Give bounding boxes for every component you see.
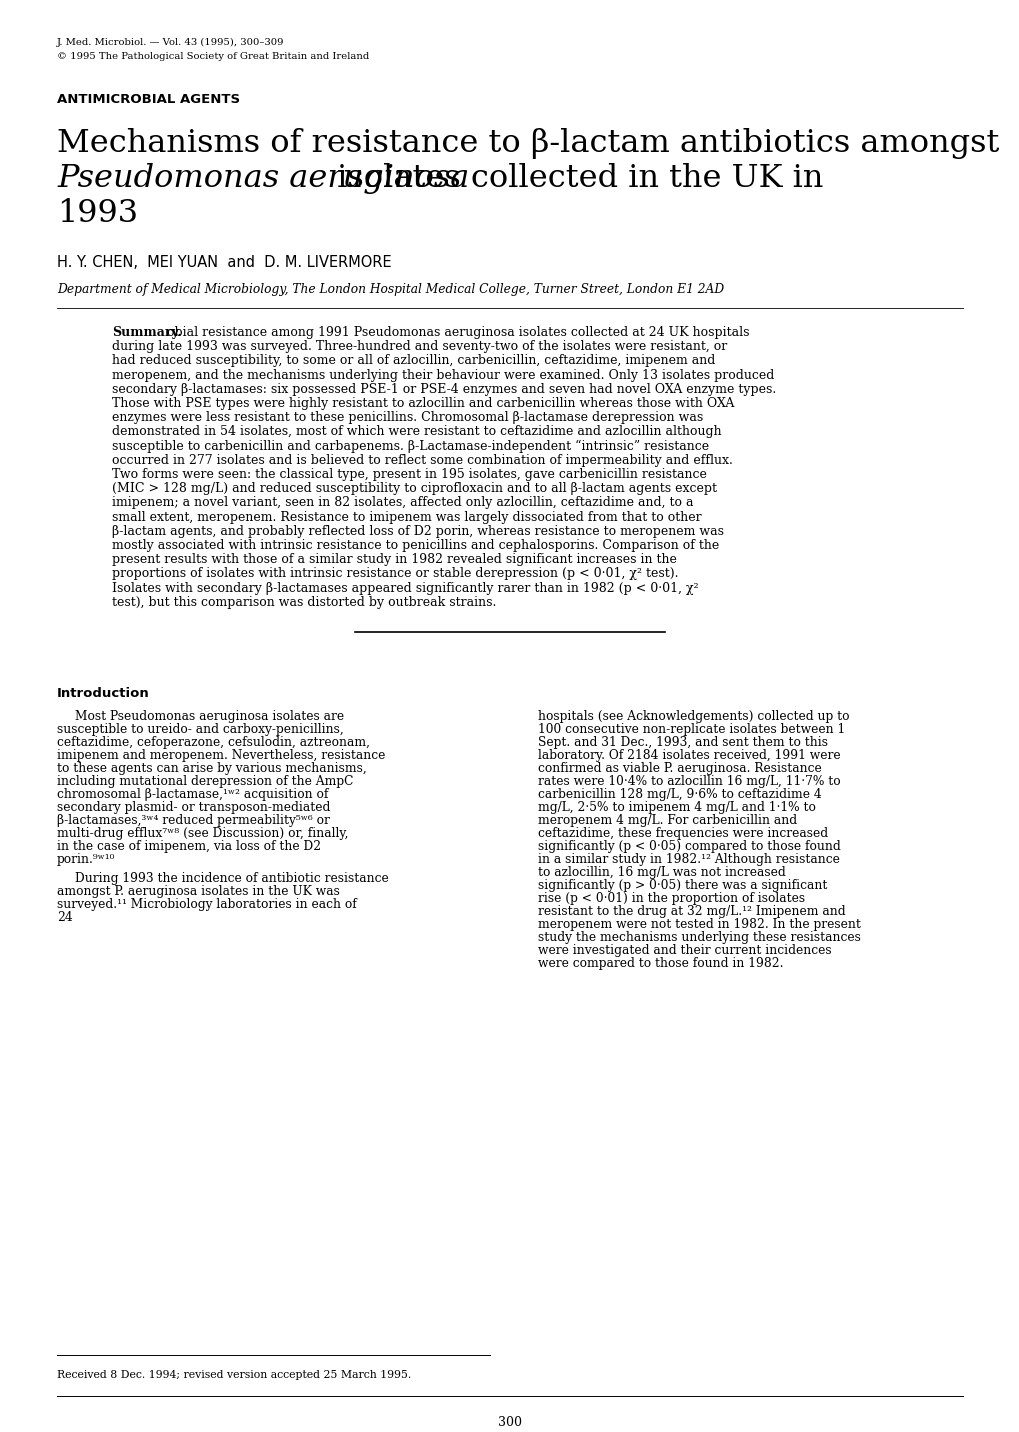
Text: isolates collected in the UK in: isolates collected in the UK in: [327, 163, 822, 193]
Text: secondary β-lactamases: six possessed PSE-1 or PSE-4 enzymes and seven had novel: secondary β-lactamases: six possessed PS…: [112, 382, 775, 395]
Text: Most Pseudomonas aeruginosa isolates are: Most Pseudomonas aeruginosa isolates are: [75, 710, 343, 723]
Text: meropenem were not tested in 1982. In the present: meropenem were not tested in 1982. In th…: [537, 918, 860, 931]
Text: 1993: 1993: [57, 198, 138, 229]
Text: present results with those of a similar study in 1982 revealed significant incre: present results with those of a similar …: [112, 553, 677, 566]
Text: to azlocillin, 16 mg/L was not increased: to azlocillin, 16 mg/L was not increased: [537, 866, 785, 879]
Text: surveyed.¹¹ Microbiology laboratories in each of: surveyed.¹¹ Microbiology laboratories in…: [57, 898, 357, 911]
Text: Isolates with secondary β-lactamases appeared significantly rarer than in 1982 (: Isolates with secondary β-lactamases app…: [112, 581, 698, 594]
Text: © 1995 The Pathological Society of Great Britain and Ireland: © 1995 The Pathological Society of Great…: [57, 52, 369, 62]
Text: β-lactam agents, and probably reflected loss of D2 porin, whereas resistance to : β-lactam agents, and probably reflected …: [112, 524, 723, 538]
Text: imipenem and meropenem. Nevertheless, resistance: imipenem and meropenem. Nevertheless, re…: [57, 749, 385, 762]
Text: Department of Medical Microbiology, The London Hospital Medical College, Turner : Department of Medical Microbiology, The …: [57, 284, 723, 296]
Text: ANTIMICROBIAL AGENTS: ANTIMICROBIAL AGENTS: [57, 93, 239, 106]
Text: multi-drug efflux⁷ʷ⁸ (see Discussion) or, finally,: multi-drug efflux⁷ʷ⁸ (see Discussion) or…: [57, 828, 348, 841]
Text: meropenem, and the mechanisms underlying their behaviour were examined. Only 13 : meropenem, and the mechanisms underlying…: [112, 368, 773, 381]
Text: significantly (p < 0·05) compared to those found: significantly (p < 0·05) compared to tho…: [537, 841, 840, 853]
Text: occurred in 277 isolates and is believed to reflect some combination of impermea: occurred in 277 isolates and is believed…: [112, 454, 733, 467]
Text: mg/L, 2·5% to imipenem 4 mg/L and 1·1% to: mg/L, 2·5% to imipenem 4 mg/L and 1·1% t…: [537, 800, 815, 813]
Text: Two forms were seen: the classical type, present in 195 isolates, gave carbenici: Two forms were seen: the classical type,…: [112, 468, 706, 481]
Text: porin.⁹ʷ¹⁰: porin.⁹ʷ¹⁰: [57, 853, 115, 866]
Text: susceptible to carbenicillin and carbapenems. β-Lactamase-independent “intrinsic: susceptible to carbenicillin and carbape…: [112, 440, 708, 453]
Text: confirmed as viable P. aeruginosa. Resistance: confirmed as viable P. aeruginosa. Resis…: [537, 762, 821, 775]
Text: H. Y. CHEN,  MEI YUAN  and  D. M. LIVERMORE: H. Y. CHEN, MEI YUAN and D. M. LIVERMORE: [57, 255, 391, 271]
Text: significantly (p > 0·05) there was a significant: significantly (p > 0·05) there was a sig…: [537, 879, 826, 892]
Text: had reduced susceptibility, to some or all of azlocillin, carbenicillin, ceftazi: had reduced susceptibility, to some or a…: [112, 354, 714, 368]
Text: secondary plasmid- or transposon-mediated: secondary plasmid- or transposon-mediate…: [57, 800, 330, 813]
Text: proportions of isolates with intrinsic resistance or stable derepression (p < 0·: proportions of isolates with intrinsic r…: [112, 567, 678, 580]
Text: imipenem; a novel variant, seen in 82 isolates, affected only azlocillin, ceftaz: imipenem; a novel variant, seen in 82 is…: [112, 497, 693, 510]
Text: to these agents can arise by various mechanisms,: to these agents can arise by various mec…: [57, 762, 367, 775]
Text: J. Med. Microbiol. — Vol. 43 (1995), 300–309: J. Med. Microbiol. — Vol. 43 (1995), 300…: [57, 39, 284, 47]
Text: During 1993 the incidence of antibiotic resistance: During 1993 the incidence of antibiotic …: [75, 872, 388, 885]
Text: Introduction: Introduction: [57, 687, 150, 700]
Text: demonstrated in 54 isolates, most of which were resistant to ceftazidime and azl: demonstrated in 54 isolates, most of whi…: [112, 425, 720, 438]
Text: obial resistance among 1991 Pseudomonas aeruginosa isolates collected at 24 UK h: obial resistance among 1991 Pseudomonas …: [167, 326, 749, 339]
Text: hospitals (see Acknowledgements) collected up to: hospitals (see Acknowledgements) collect…: [537, 710, 849, 723]
Text: enzymes were less resistant to these penicillins. Chromosomal β-lactamase derepr: enzymes were less resistant to these pen…: [112, 411, 702, 424]
Text: amongst P. aeruginosa isolates in the UK was: amongst P. aeruginosa isolates in the UK…: [57, 885, 339, 898]
Text: meropenem 4 mg/L. For carbenicillin and: meropenem 4 mg/L. For carbenicillin and: [537, 813, 796, 828]
Text: were compared to those found in 1982.: were compared to those found in 1982.: [537, 957, 783, 969]
Text: (MIC > 128 mg/L) and reduced susceptibility to ciprofloxacin and to all β-lactam: (MIC > 128 mg/L) and reduced susceptibil…: [112, 483, 716, 495]
Text: Summary.: Summary.: [112, 326, 181, 339]
Text: ceftazidime, cefoperazone, cefsulodin, aztreonam,: ceftazidime, cefoperazone, cefsulodin, a…: [57, 736, 370, 749]
Text: carbenicillin 128 mg/L, 9·6% to ceftazidime 4: carbenicillin 128 mg/L, 9·6% to ceftazid…: [537, 788, 821, 800]
Text: susceptible to ureido- and carboxy-penicillins,: susceptible to ureido- and carboxy-penic…: [57, 723, 343, 736]
Text: β-lactamases,³ʷ⁴ reduced permeability⁵ʷ⁶ or: β-lactamases,³ʷ⁴ reduced permeability⁵ʷ⁶…: [57, 813, 329, 828]
Text: test), but this comparison was distorted by outbreak strains.: test), but this comparison was distorted…: [112, 596, 496, 609]
Text: study the mechanisms underlying these resistances: study the mechanisms underlying these re…: [537, 931, 860, 944]
Text: chromosomal β-lactamase,¹ʷ² acquisition of: chromosomal β-lactamase,¹ʷ² acquisition …: [57, 788, 328, 800]
Text: 100 consecutive non-replicate isolates between 1: 100 consecutive non-replicate isolates b…: [537, 723, 845, 736]
Text: Received 8 Dec. 1994; revised version accepted 25 March 1995.: Received 8 Dec. 1994; revised version ac…: [57, 1370, 411, 1380]
Text: 24: 24: [57, 911, 72, 924]
Text: in the case of imipenem, via loss of the D2: in the case of imipenem, via loss of the…: [57, 841, 321, 853]
Text: small extent, meropenem. Resistance to imipenem was largely dissociated from tha: small extent, meropenem. Resistance to i…: [112, 511, 701, 524]
Text: Pseudomonas aeruginosa: Pseudomonas aeruginosa: [57, 163, 469, 193]
Text: 300: 300: [497, 1416, 522, 1429]
Text: mostly associated with intrinsic resistance to penicillins and cephalosporins. C: mostly associated with intrinsic resista…: [112, 538, 718, 551]
Text: including mutational derepression of the AmpC: including mutational derepression of the…: [57, 775, 353, 788]
Text: rise (p < 0·01) in the proportion of isolates: rise (p < 0·01) in the proportion of iso…: [537, 892, 804, 905]
Text: ceftazidime, these frequencies were increased: ceftazidime, these frequencies were incr…: [537, 828, 827, 841]
Text: Mechanisms of resistance to β-lactam antibiotics amongst: Mechanisms of resistance to β-lactam ant…: [57, 127, 999, 159]
Text: rates were 10·4% to azlocillin 16 mg/L, 11·7% to: rates were 10·4% to azlocillin 16 mg/L, …: [537, 775, 840, 788]
Text: during late 1993 was surveyed. Three-hundred and seventy-two of the isolates wer: during late 1993 was surveyed. Three-hun…: [112, 341, 727, 354]
Text: Those with PSE types were highly resistant to azlocillin and carbenicillin where: Those with PSE types were highly resista…: [112, 397, 734, 410]
Text: laboratory. Of 2184 isolates received, 1991 were: laboratory. Of 2184 isolates received, 1…: [537, 749, 840, 762]
Text: in a similar study in 1982.¹² Although resistance: in a similar study in 1982.¹² Although r…: [537, 853, 839, 866]
Text: were investigated and their current incidences: were investigated and their current inci…: [537, 944, 830, 957]
Text: Sept. and 31 Dec., 1993, and sent them to this: Sept. and 31 Dec., 1993, and sent them t…: [537, 736, 827, 749]
Text: resistant to the drug at 32 mg/L.¹² Imipenem and: resistant to the drug at 32 mg/L.¹² Imip…: [537, 905, 845, 918]
